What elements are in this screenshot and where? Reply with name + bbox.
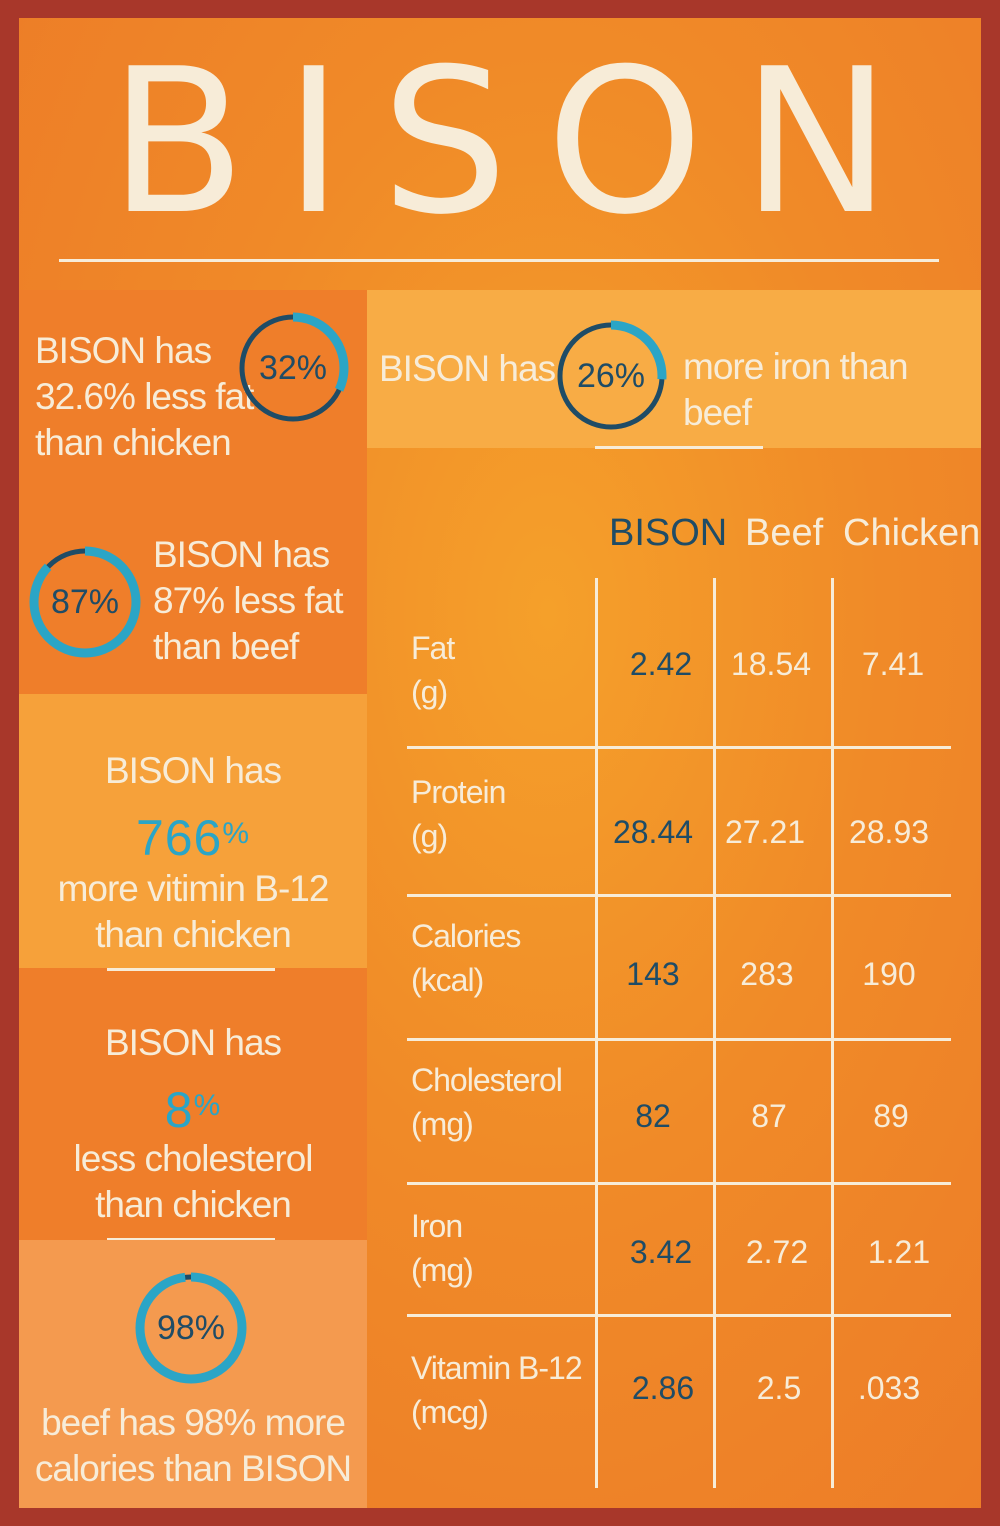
section-divider bbox=[107, 1238, 275, 1241]
row-label-unit: (mg) bbox=[411, 1252, 474, 1288]
infographic-panel: BISON BISON has 32.6% less fat than chic… bbox=[19, 18, 981, 1508]
calories-line-2: calories than BISON bbox=[34, 1448, 352, 1489]
vitamin-b12-line-2: more vitimin B-12 bbox=[57, 868, 330, 909]
table-cell-bison: 82 bbox=[635, 1098, 671, 1134]
table-column-divider bbox=[595, 578, 598, 1488]
cholesterol-percent: 8% bbox=[19, 1078, 367, 1138]
section-divider bbox=[595, 446, 763, 449]
row-label-unit: (g) bbox=[411, 674, 448, 710]
fat-vs-beef-text: BISON has 87% less fat than beef bbox=[153, 532, 344, 670]
table-row-label-vitamin-b12: Vitamin B-12 (mcg) bbox=[411, 1346, 583, 1434]
cholesterol-line-2: less cholesterol bbox=[73, 1138, 313, 1179]
calories-text: beef has 98% more calories than BISON bbox=[19, 1400, 367, 1492]
table-cell-beef: 2.72 bbox=[745, 1234, 809, 1270]
cholesterol-card: BISON has 8% less cholesterol than chick… bbox=[19, 968, 367, 1241]
table-row-label-fat: Fat (g) bbox=[411, 626, 455, 714]
calories-ring-chart bbox=[135, 1272, 247, 1384]
column-header-beef: Beef bbox=[745, 512, 824, 554]
table-column-divider bbox=[713, 578, 716, 1488]
row-label-unit: (g) bbox=[411, 818, 448, 854]
vitamin-b12-line-3: than chicken bbox=[95, 914, 292, 955]
cholesterol-unit: % bbox=[193, 1089, 222, 1122]
fat-vs-chicken-ring-label: 32% bbox=[258, 349, 328, 387]
fat-vs-chicken-line-2: 32.6% less fat bbox=[35, 376, 254, 417]
calories-ring-label: 98% bbox=[156, 1309, 226, 1347]
table-row-divider bbox=[407, 894, 951, 897]
page-title: BISON bbox=[108, 26, 930, 259]
table-row-divider bbox=[407, 1038, 951, 1041]
fat-vs-beef-line-2: 87% less fat bbox=[153, 580, 344, 621]
table-cell-bison: 2.86 bbox=[631, 1370, 695, 1406]
column-header-bison: BISON bbox=[609, 512, 728, 554]
cholesterol-line-3: than chicken bbox=[95, 1184, 292, 1225]
table-cell-bison: 28.44 bbox=[612, 814, 694, 850]
table-column-divider bbox=[831, 578, 834, 1488]
table-cell-chicken: .033 bbox=[857, 1370, 921, 1406]
row-label-name: Protein bbox=[411, 774, 506, 810]
ring-fill-arc bbox=[29, 546, 141, 658]
vitamin-b12-text: more vitimin B-12 than chicken bbox=[19, 866, 367, 958]
table-cell-beef: 18.54 bbox=[730, 646, 812, 682]
cholesterol-line-1: BISON has bbox=[104, 1022, 282, 1063]
table-row-label-cholesterol: Cholesterol (mg) bbox=[411, 1058, 563, 1146]
row-label-unit: (kcal) bbox=[411, 962, 484, 998]
section-divider bbox=[107, 968, 275, 971]
table-cell-beef: 2.5 bbox=[756, 1370, 802, 1406]
table-cell-bison: 3.42 bbox=[629, 1234, 693, 1270]
vitamin-b12-number: 766 bbox=[135, 810, 223, 866]
table-row-divider bbox=[407, 1314, 951, 1317]
fat-vs-beef-line-1: BISON has bbox=[153, 534, 330, 575]
fat-vs-chicken-line-3: than chicken bbox=[35, 422, 232, 463]
row-label-name: Vitamin B-12 bbox=[411, 1350, 583, 1386]
title-divider bbox=[59, 259, 939, 262]
iron-ring-label: 26% bbox=[576, 357, 646, 395]
table-cell-beef: 27.21 bbox=[724, 814, 806, 850]
fat-vs-beef-line-3: than beef bbox=[153, 626, 299, 667]
table-row-label-protein: Protein (g) bbox=[411, 770, 506, 858]
cholesterol-text: less cholesterol than chicken bbox=[19, 1136, 367, 1228]
ring-fill-arc bbox=[237, 312, 349, 424]
row-label-name: Calories bbox=[411, 918, 521, 954]
fat-vs-chicken-text: BISON has 32.6% less fat than chicken bbox=[35, 328, 254, 466]
table-cell-beef: 283 bbox=[740, 956, 794, 992]
ring-fill-arc bbox=[135, 1272, 247, 1384]
table-cell-chicken: 190 bbox=[862, 956, 916, 992]
calories-card: 98% beef has 98% more calories than BISO… bbox=[19, 1240, 367, 1508]
fat-vs-chicken-line-1: BISON has bbox=[35, 330, 212, 371]
calories-line-1: beef has 98% more bbox=[41, 1402, 346, 1443]
row-label-unit: (mg) bbox=[411, 1106, 474, 1142]
table-row-label-iron: Iron (mg) bbox=[411, 1204, 474, 1292]
table-row-divider bbox=[407, 746, 951, 749]
column-header-chicken: Chicken bbox=[843, 512, 981, 554]
iron-prefix: BISON has bbox=[379, 348, 556, 389]
vitamin-b12-line-1: BISON has bbox=[104, 750, 282, 791]
row-label-name: Iron bbox=[411, 1208, 463, 1244]
ring-fill-arc bbox=[555, 320, 667, 432]
fat-vs-chicken-card: BISON has 32.6% less fat than chicken 32… bbox=[19, 290, 367, 498]
table-cell-beef: 87 bbox=[751, 1098, 787, 1134]
vitamin-b12-unit: % bbox=[222, 817, 251, 850]
table-cell-chicken: 1.21 bbox=[867, 1234, 931, 1270]
iron-suffix: more iron than beef bbox=[683, 346, 909, 433]
row-label-unit: (mcg) bbox=[411, 1394, 489, 1430]
fat-vs-beef-ring-label: 87% bbox=[50, 583, 120, 621]
vitamin-b12-card: BISON has 766% more vitimin B-12 than ch… bbox=[19, 694, 367, 968]
fat-vs-beef-ring-chart bbox=[29, 546, 141, 658]
table-row-label-calories: Calories (kcal) bbox=[411, 914, 521, 1002]
table-cell-chicken: 89 bbox=[873, 1098, 909, 1134]
iron-ring-chart bbox=[555, 320, 667, 432]
vitamin-b12-percent: 766% bbox=[19, 806, 367, 866]
fat-vs-chicken-ring-chart bbox=[237, 312, 349, 424]
fat-vs-beef-card: 87% BISON has 87% less fat than beef bbox=[19, 498, 367, 711]
table-cell-bison: 2.42 bbox=[629, 646, 693, 682]
row-label-name: Fat bbox=[411, 630, 455, 666]
table-cell-bison: 143 bbox=[626, 956, 680, 992]
table-cell-chicken: 28.93 bbox=[848, 814, 930, 850]
table-row-divider bbox=[407, 1182, 951, 1185]
iron-banner: BISON has 26% more iron than beef bbox=[367, 290, 981, 448]
row-label-name: Cholesterol bbox=[411, 1062, 563, 1098]
cholesterol-number: 8 bbox=[164, 1082, 194, 1138]
table-cell-chicken: 7.41 bbox=[861, 646, 925, 682]
